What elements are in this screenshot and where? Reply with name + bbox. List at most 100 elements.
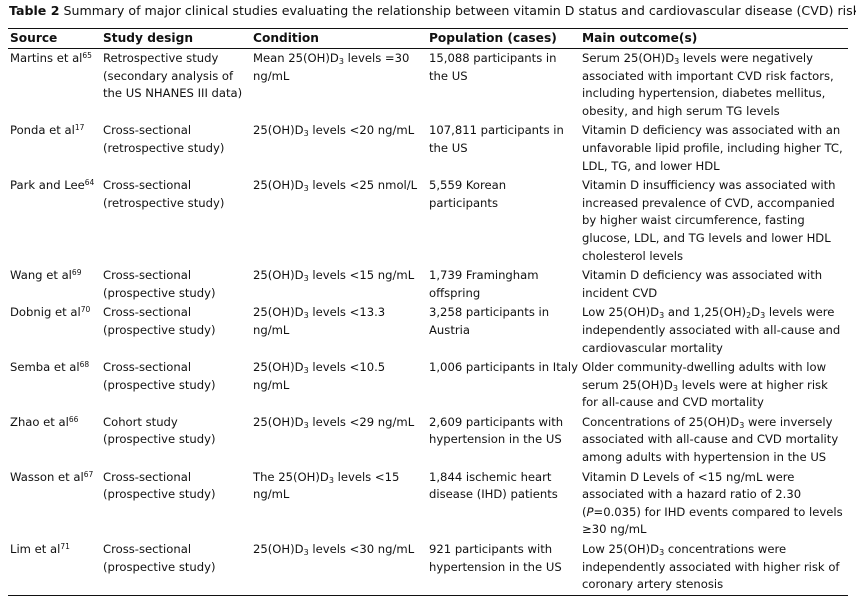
- subscript: 3: [672, 383, 678, 393]
- table-cell: Cross-sectional (prospective study): [101, 266, 251, 303]
- cell-text: levels <30 ng/mL: [308, 542, 415, 557]
- reference: 69: [71, 268, 82, 278]
- cell-text: Martins et al: [10, 51, 83, 65]
- table-cell: Vitamin D insufficiency was associated w…: [580, 176, 848, 266]
- cell-text: Wasson et al: [10, 469, 84, 484]
- subscript: 3: [303, 420, 309, 430]
- table-cell: 15,088 participants in the US: [427, 49, 580, 122]
- table-cell: Cross-sectional (prospective study): [101, 303, 251, 358]
- cell-text: 25(OH)D: [253, 414, 304, 429]
- italic-text: P: [586, 504, 594, 519]
- cell-text: 3,258 participants in Austria: [429, 305, 550, 337]
- cell-text: 5,559 Korean participants: [429, 178, 507, 210]
- table-cell: 107,811 participants in the US: [427, 121, 580, 176]
- cell-text: =0.035) for IHD events compared to level…: [582, 504, 843, 537]
- subscript: 3: [659, 548, 665, 558]
- cell-text: Concentrations of 25(OH)D: [582, 414, 740, 429]
- table-cell: Cross-sectional (prospective study): [101, 358, 251, 413]
- cell-text: Low 25(OH)D: [582, 305, 660, 320]
- subscript: 3: [303, 366, 309, 376]
- table-row: Ponda et al17 Cross-sectional (retrospect…: [8, 121, 848, 176]
- cell-text: 25(OH)D: [253, 305, 304, 320]
- table-cell: 25(OH)D3 levels <25 nmol/L: [251, 176, 427, 266]
- table-cell: Vitamin D deficiency was associated with…: [580, 121, 848, 176]
- table-label: Table 2: [9, 3, 60, 18]
- cell-text: 107,811 participants in the US: [429, 123, 564, 155]
- cell-text: Cross-sectional (prospective study): [103, 469, 216, 502]
- table-cell: 1,006 participants in Italy: [427, 358, 580, 413]
- subscript: 3: [674, 57, 680, 66]
- cell-text: Low 25(OH)D: [582, 542, 660, 557]
- cell-text: Ponda et al: [10, 123, 75, 138]
- table-cell: Concentrations of 25(OH)D3 were inversel…: [580, 413, 848, 468]
- table-cell: Mean 25(OH)D3 levels =30 ng/mL: [251, 49, 427, 122]
- cell-text: Vitamin D insufficiency was associated w…: [582, 178, 836, 263]
- table-cell: Ponda et al17: [8, 121, 101, 176]
- cell-text: levels were independently associated wit…: [582, 305, 841, 355]
- table-cell: Older community-dwelling adults with low…: [580, 358, 848, 413]
- table-row: Semba et al68 Cross-sectional (prospectiv…: [8, 358, 848, 413]
- table-cell: Zhao et al66: [8, 413, 101, 468]
- cell-text: 25(OH)D: [253, 178, 304, 193]
- table-row: Wang et al69 Cross-sectional (prospective…: [8, 266, 848, 303]
- table-cell: Cross-sectional (retrospective study): [101, 176, 251, 266]
- cell-text: 921 participants with hypertension in th…: [429, 542, 562, 574]
- table-cell: Vitamin D Levels of <15 ng/mL were assoc…: [580, 468, 848, 540]
- cell-text: levels =30 ng/mL: [253, 51, 410, 83]
- caption-text: Summary of major clinical studies evalua…: [63, 3, 856, 18]
- subscript: 3: [659, 311, 665, 321]
- cell-text: Cross-sectional (retrospective study): [103, 178, 225, 210]
- reference: 67: [83, 469, 94, 479]
- table-cell: Vitamin D deficiency was associated with…: [580, 266, 848, 303]
- cell-text: Cross-sectional (retrospective study): [103, 123, 225, 155]
- cell-text: levels <20 ng/mL: [308, 123, 415, 138]
- column-header: Population (cases): [427, 28, 580, 49]
- header-row: Source Study design Condition Population (c…: [8, 28, 848, 49]
- table-cell: 25(OH)D3 levels <15 ng/mL: [251, 266, 427, 303]
- cell-text: Park and Lee: [10, 178, 85, 193]
- reference: 65: [82, 51, 92, 60]
- cell-text: Retrospective study (secondary analysis …: [103, 51, 243, 101]
- table-cell: 25(OH)D3 levels <13.3 ng/mL: [251, 303, 427, 358]
- cell-text: levels <10.5 ng/mL: [253, 360, 386, 392]
- cell-text: Cohort study (prospective study): [103, 414, 216, 447]
- reference: 70: [80, 305, 91, 315]
- table-cell: 5,559 Korean participants: [427, 176, 580, 266]
- table-cell: Wasson et al67: [8, 468, 101, 540]
- cell-text: 15,088 participants in the US: [429, 51, 557, 83]
- cell-text: levels <25 nmol/L: [308, 178, 418, 193]
- table-cell: Low 25(OH)D3 and 1,25(OH)2D3 levels were…: [580, 303, 848, 358]
- table-row: Park and Lee64 Cross-sectional (retrospec…: [8, 176, 848, 266]
- table-cell: Semba et al68: [8, 358, 101, 413]
- subscript: 3: [760, 311, 766, 321]
- cell-text: levels <15 ng/mL: [308, 268, 415, 283]
- cell-text: Cross-sectional (prospective study): [103, 268, 216, 300]
- cell-text: were inversely associated with all-cause…: [582, 414, 839, 465]
- reference: 71: [60, 542, 70, 552]
- table-caption: Table 2 Summary of major clinical studies…: [9, 3, 856, 18]
- table-cell: Wang et al69: [8, 266, 101, 303]
- table-cell: 921 participants with hypertension in th…: [427, 540, 580, 596]
- cell-text: Cross-sectional (prospective study): [103, 305, 216, 337]
- table-cell: Lim et al71: [8, 540, 101, 596]
- table-cell: Serum 25(OH)D3 levels were negatively as…: [580, 49, 848, 122]
- cell-text: Lim et al: [10, 542, 61, 557]
- cell-text: levels <15 ng/mL: [253, 469, 400, 502]
- cell-text: Wang et al: [10, 268, 72, 283]
- table-row: Wasson et al67 Cross-sectional (prospecti…: [8, 468, 848, 540]
- cell-text: levels <29 ng/mL: [308, 414, 415, 429]
- table-cell: 1,739 Framingham offspring: [427, 266, 580, 303]
- cell-text: concentrations were independently associ…: [582, 542, 840, 592]
- cell-text: Zhao et al: [10, 414, 69, 429]
- table-cell: The 25(OH)D3 levels <15 ng/mL: [251, 468, 427, 540]
- cell-text: D: [751, 305, 761, 320]
- table-cell: 2,609 participants with hypertension in …: [427, 413, 580, 468]
- table-cell: Martins et al65: [8, 49, 101, 122]
- cell-text: 2,609 participants with hypertension in …: [429, 414, 564, 447]
- table: Source Study design Condition Population (c…: [8, 28, 848, 596]
- cell-text: levels were at higher risk for all-cause…: [582, 377, 828, 410]
- table-cell: 25(OH)D3 levels <10.5 ng/mL: [251, 358, 427, 413]
- subscript: 2: [746, 311, 752, 321]
- subscript: 3: [739, 420, 745, 430]
